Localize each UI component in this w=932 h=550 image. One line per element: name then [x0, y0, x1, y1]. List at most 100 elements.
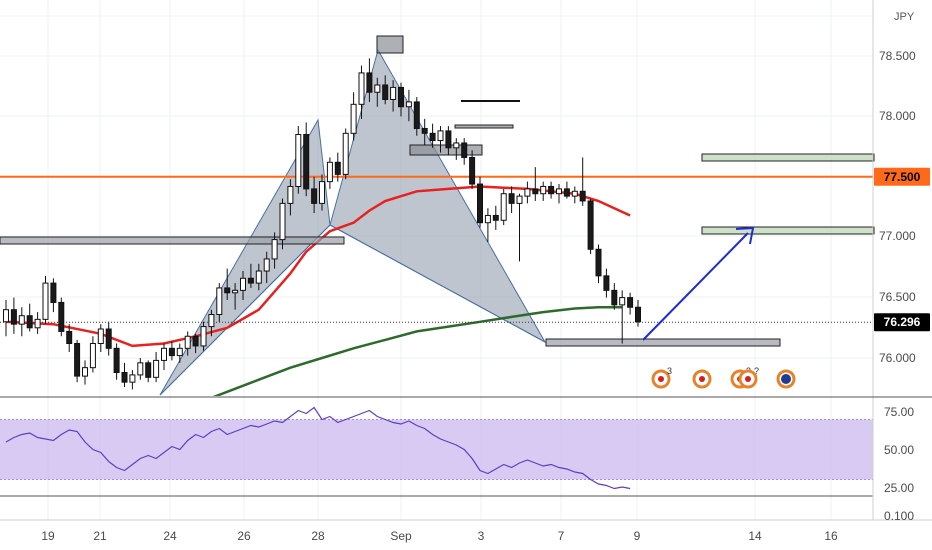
- candle-body: [89, 343, 96, 369]
- candle-body: [611, 289, 618, 306]
- candle-body: [524, 188, 531, 197]
- support-zone-bottom[interactable]: [545, 338, 781, 347]
- top-zone[interactable]: [376, 35, 404, 54]
- candle-body: [563, 188, 570, 197]
- candle: [334, 152, 341, 182]
- candle: [184, 331, 191, 356]
- drawings-layer[interactable]: [0, 35, 875, 347]
- candle: [461, 138, 468, 165]
- candle: [350, 92, 357, 141]
- event-count: 3: [667, 366, 672, 376]
- candle: [453, 138, 460, 160]
- rsi-tick: 50.00: [884, 443, 914, 457]
- projection-arrow[interactable]: [642, 226, 755, 341]
- candle: [89, 336, 96, 373]
- price-tick: 78.000: [879, 109, 916, 123]
- candle: [161, 343, 167, 371]
- time-tick: 3: [478, 529, 485, 543]
- candle: [548, 181, 555, 199]
- candle-body: [82, 367, 88, 377]
- candle: [105, 321, 112, 356]
- candle-body: [105, 328, 112, 349]
- event-flag-icon[interactable]: 3: [651, 366, 672, 389]
- candle: [255, 263, 262, 291]
- candle-body: [603, 275, 610, 291]
- candle: [437, 126, 444, 153]
- price-axis[interactable]: 78.500 78.000 77.000 76.500 76.000: [879, 49, 916, 365]
- candle-body: [477, 183, 483, 224]
- candle: [374, 77, 381, 107]
- candle-body: [326, 161, 333, 183]
- candle: [500, 188, 507, 226]
- candle-body: [398, 86, 404, 108]
- time-tick: 9: [634, 529, 641, 543]
- rsi-axis[interactable]: 75.00 50.00 25.00 0.100: [884, 405, 914, 523]
- candle: [382, 75, 389, 105]
- candle-body: [500, 193, 507, 221]
- candle: [18, 307, 25, 337]
- candle: [34, 312, 41, 334]
- candle-body: [453, 142, 460, 149]
- candle: [445, 126, 452, 156]
- candle-body: [184, 335, 191, 349]
- target-zone-upper[interactable]: [701, 153, 875, 162]
- candle-body: [556, 188, 562, 195]
- candle-body: [153, 359, 160, 378]
- candle: [121, 362, 128, 387]
- candle: [595, 244, 602, 284]
- rsi-line: [5, 406, 631, 490]
- candle-body: [350, 103, 357, 134]
- candle-body: [413, 101, 420, 129]
- candle-body: [192, 335, 199, 347]
- candle: [603, 268, 610, 298]
- economic-events[interactable]: 32?: [651, 366, 796, 389]
- candle: [366, 58, 373, 102]
- candle: [358, 65, 365, 119]
- candle-body: [461, 142, 468, 158]
- candle-body: [374, 84, 381, 93]
- candle: [303, 122, 310, 197]
- candle-body: [10, 309, 17, 325]
- candle-body: [382, 84, 389, 100]
- pattern-leg-bd: [329, 224, 546, 343]
- event-flag-icon[interactable]: ?: [738, 366, 759, 389]
- arrow-shaft[interactable]: [642, 232, 749, 341]
- candle: [421, 118, 428, 146]
- target-zone-lower[interactable]: [701, 226, 875, 235]
- candle-body: [516, 195, 523, 204]
- candle: [240, 271, 246, 301]
- candle: [477, 176, 483, 228]
- candle-body: [58, 301, 65, 332]
- candle-body: [532, 188, 539, 195]
- candle-body: [303, 134, 310, 190]
- candle-body: [287, 185, 294, 204]
- rsi-tick: 75.00: [884, 405, 914, 419]
- mid-zone-small[interactable]: [454, 124, 514, 129]
- time-tick: 24: [163, 529, 177, 543]
- candle: [192, 333, 199, 354]
- support-zone-left[interactable]: [0, 236, 345, 245]
- event-flag-icon[interactable]: [692, 369, 712, 389]
- time-tick: 7: [558, 529, 565, 543]
- candle-body: [619, 297, 626, 306]
- candle-body: [200, 326, 207, 347]
- candle: [532, 167, 539, 201]
- candle: [508, 186, 515, 214]
- candle-body: [358, 72, 365, 105]
- candle: [429, 123, 436, 148]
- pattern-leg-xd: [160, 342, 545, 395]
- rsi-tick: 0.100: [884, 509, 914, 523]
- candle-body: [319, 181, 325, 204]
- rsi-tick: 25.00: [884, 481, 914, 495]
- candle: [413, 97, 420, 136]
- candle: [390, 80, 397, 112]
- candle-body: [240, 277, 246, 291]
- candle: [263, 251, 270, 284]
- candle: [398, 82, 404, 117]
- event-flag-icon[interactable]: [776, 369, 796, 389]
- price-tick: 77.000: [879, 229, 916, 243]
- candle-body: [279, 202, 286, 241]
- time-axis[interactable]: 19 21 24 26 28 Sep 3 7 9 14 16: [41, 529, 838, 543]
- candle: [3, 300, 9, 337]
- time-tick: 28: [311, 529, 325, 543]
